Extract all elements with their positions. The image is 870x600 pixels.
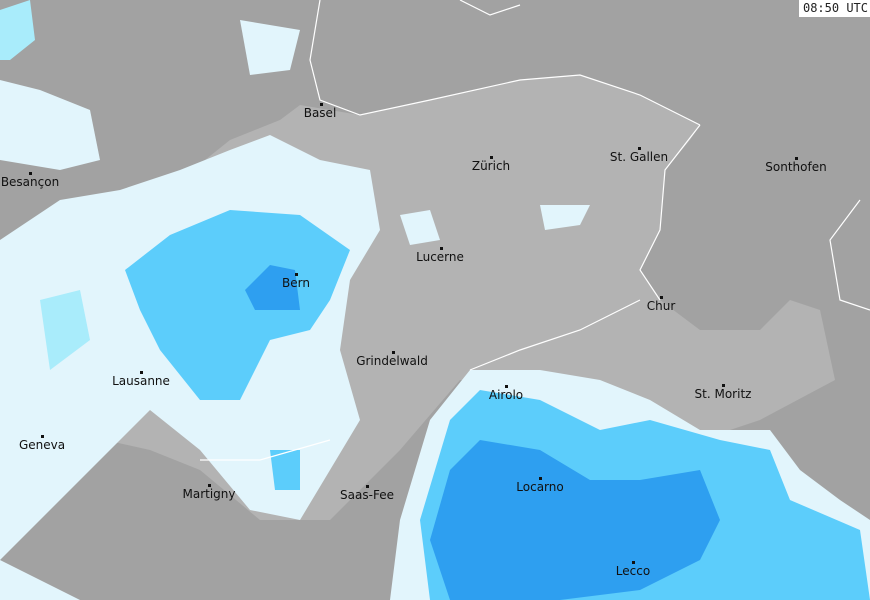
city-lausanne[interactable]: Lausanne	[112, 374, 170, 388]
city-martigny[interactable]: Martigny	[182, 487, 236, 501]
city-dot	[505, 385, 508, 388]
city-st-moritz[interactable]: St. Moritz	[694, 387, 752, 401]
city-dot	[632, 561, 635, 564]
city-saas-fee[interactable]: Saas-Fee	[340, 488, 394, 502]
city-chur[interactable]: Chur	[646, 299, 676, 313]
city-dot	[366, 485, 369, 488]
city-dot	[392, 351, 395, 354]
city-dot	[638, 147, 641, 150]
city-dot	[140, 371, 143, 374]
precipitation-heavy	[245, 265, 720, 600]
city-lecco[interactable]: Lecco	[615, 564, 651, 578]
timestamp-label: 08:50 UTC	[798, 0, 870, 17]
city-lucerne[interactable]: Lucerne	[416, 250, 464, 264]
city-geneva[interactable]: Geneva	[18, 438, 66, 452]
city-dot	[440, 247, 443, 250]
city-besancon[interactable]: Besançon	[0, 175, 60, 189]
city-airolo[interactable]: Airolo	[488, 388, 524, 402]
city-dot	[795, 157, 798, 160]
borders-and-rivers	[200, 0, 870, 461]
city-sonthofen[interactable]: Sonthofen	[765, 160, 827, 174]
city-dot	[41, 435, 44, 438]
city-dot	[539, 477, 542, 480]
city-bern[interactable]: Bern	[282, 276, 310, 290]
city-dot	[490, 156, 493, 159]
city-dot	[660, 296, 663, 299]
city-grindelwald[interactable]: Grindelwald	[356, 354, 428, 368]
city-basel[interactable]: Basel	[303, 106, 337, 120]
city-dot	[295, 273, 298, 276]
city-dot	[722, 384, 725, 387]
city-st-gallen[interactable]: St. Gallen	[609, 150, 669, 164]
city-dot	[320, 103, 323, 106]
city-dot	[29, 172, 32, 175]
city-zurich[interactable]: Zürich	[471, 159, 511, 173]
city-locarno[interactable]: Locarno	[516, 480, 564, 494]
precipitation-light-2	[0, 0, 90, 370]
city-dot	[208, 484, 211, 487]
